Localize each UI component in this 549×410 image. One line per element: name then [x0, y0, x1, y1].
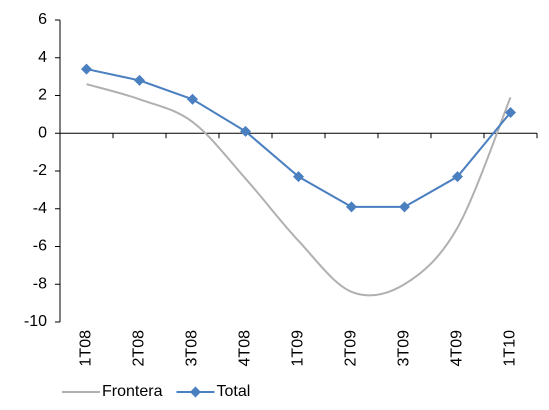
point-marker — [346, 201, 357, 213]
y-tick-label: 4 — [38, 49, 47, 66]
point-marker — [240, 125, 251, 137]
y-tick-label: 2 — [38, 87, 47, 104]
y-tick-label: 6 — [38, 11, 47, 28]
point-marker — [187, 93, 198, 105]
point-marker — [81, 63, 92, 75]
y-tick-label: -6 — [33, 238, 47, 255]
legend-item: Total — [176, 383, 250, 400]
x-tick-label: 4T09 — [449, 330, 466, 367]
x-tick-label: 1T10 — [502, 330, 519, 367]
x-tick-label: 2T09 — [343, 330, 360, 367]
x-tick-label: 1T09 — [290, 330, 307, 367]
y-tick-label: -8 — [33, 275, 47, 292]
x-tick-label: 4T08 — [237, 330, 254, 367]
x-tick-label: 1T08 — [78, 330, 95, 367]
x-tick-label: 3T09 — [396, 330, 413, 367]
legend-label: Frontera — [102, 383, 163, 400]
point-marker — [134, 74, 145, 86]
point-marker — [452, 171, 463, 183]
legend-marker — [189, 386, 201, 398]
point-marker — [293, 171, 304, 183]
x-tick-label: 2T08 — [131, 330, 148, 367]
point-marker — [399, 201, 410, 213]
series-line — [86, 83, 512, 297]
point-marker — [505, 106, 516, 118]
x-tick-label: 3T08 — [184, 330, 201, 367]
y-tick-label: -2 — [33, 162, 47, 179]
legend-label: Total — [216, 383, 250, 400]
y-tick-label: 0 — [38, 124, 47, 141]
y-tick-label: -10 — [24, 313, 47, 330]
series-line — [86, 68, 512, 208]
legend-item: Frontera — [62, 383, 163, 400]
y-tick-label: -4 — [33, 200, 47, 217]
